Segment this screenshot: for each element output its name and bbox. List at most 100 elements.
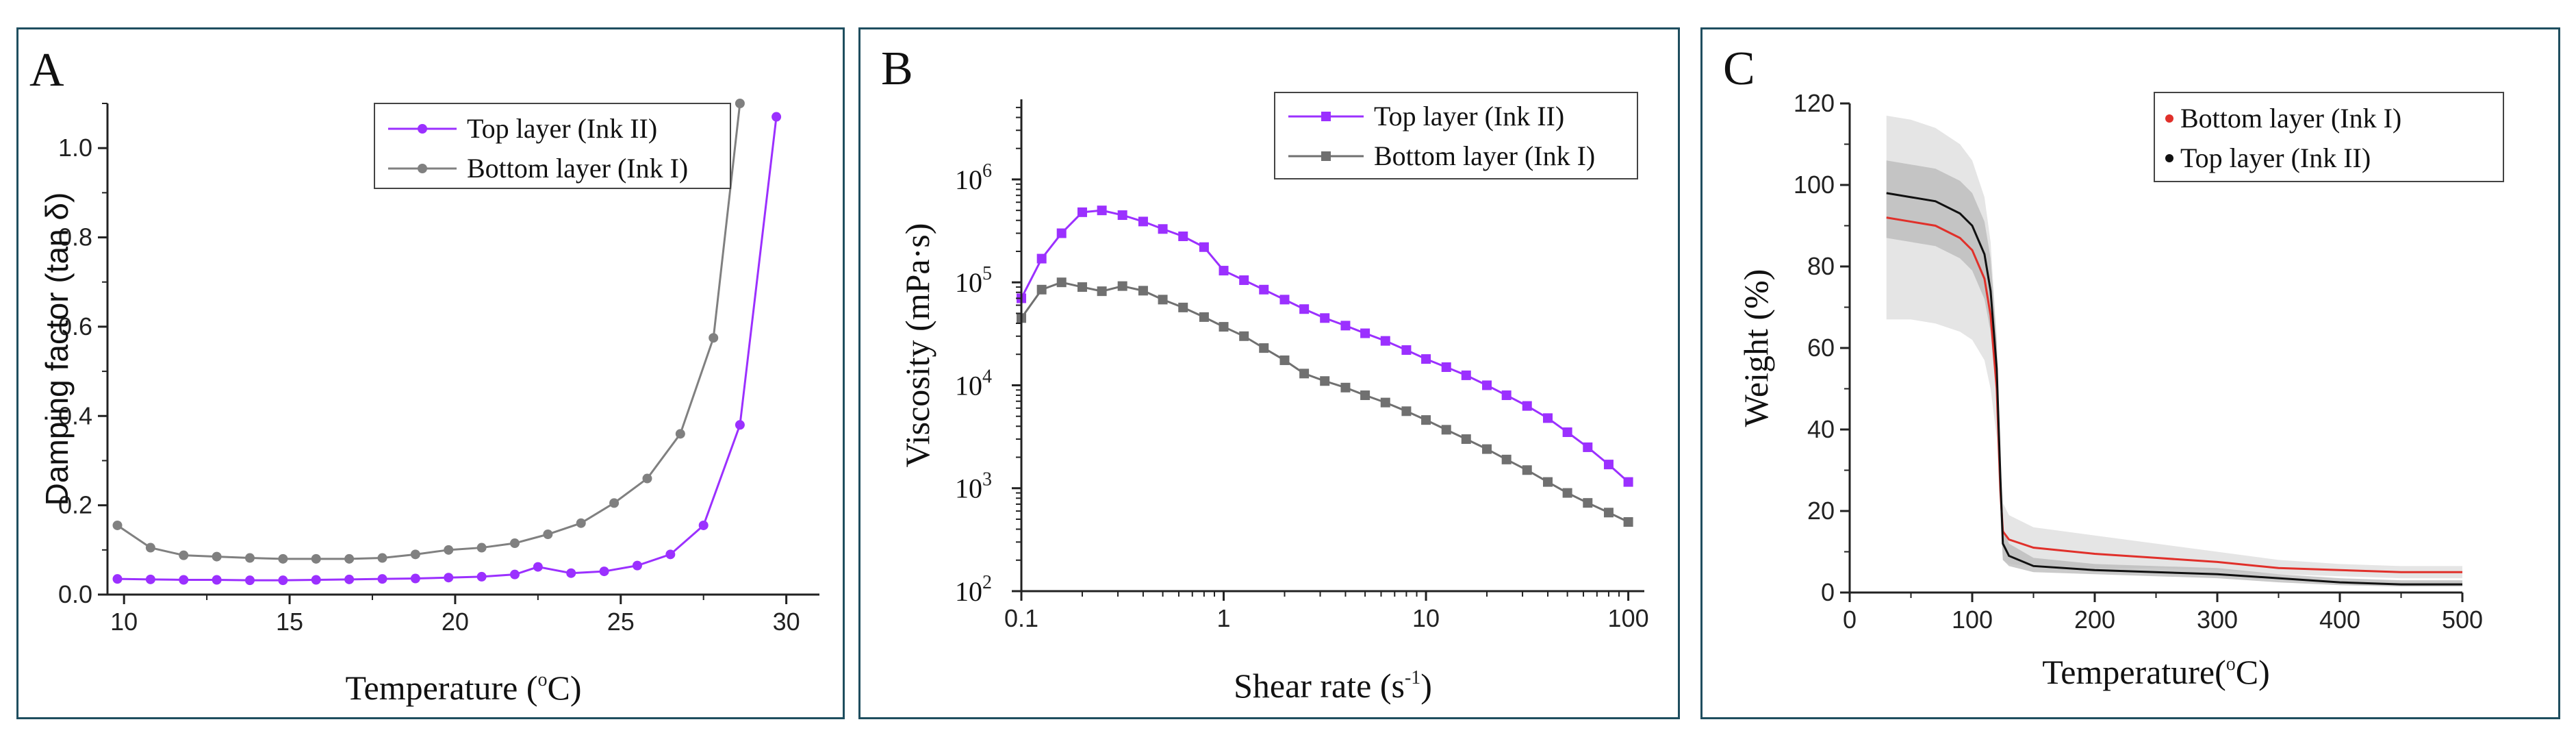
data-point xyxy=(1522,465,1532,475)
data-point xyxy=(1603,460,1614,470)
data-point xyxy=(599,566,609,577)
data-point xyxy=(1117,281,1127,291)
data-point xyxy=(1562,488,1572,498)
data-point xyxy=(735,420,745,430)
data-point xyxy=(1299,304,1310,314)
data-point xyxy=(1583,498,1593,508)
panel-a: A 10 15 20 25 30 0.0 0.2 0.4 0.6 0.8 1.0 Temperature… xyxy=(16,27,845,719)
data-point xyxy=(543,530,553,540)
data-point xyxy=(1482,380,1492,390)
data-point xyxy=(1219,322,1229,332)
y-tick-label: 60 xyxy=(1807,334,1835,362)
data-point xyxy=(179,550,189,560)
y-tick-label: 105 xyxy=(955,263,992,298)
y-axis-title: Viscosity (mPa·s) xyxy=(898,223,936,468)
x-tick-label: 0.1 xyxy=(1004,604,1038,632)
data-point xyxy=(1320,313,1330,323)
data-point xyxy=(1522,401,1532,411)
x-tick-label: 15 xyxy=(276,608,303,636)
data-point xyxy=(735,99,745,108)
panel-b: B 0.1 1 10 100 102 103 104 105 106 Shear rate (s-1… xyxy=(858,27,1680,719)
x-tick-label: 0 xyxy=(1843,606,1857,634)
data-point xyxy=(1340,321,1351,331)
legend-label: Bottom layer (Ink I) xyxy=(1374,140,1595,171)
y-tick-label: 104 xyxy=(955,366,992,401)
data-point xyxy=(1421,415,1431,425)
y-axis-title: Damping factor (tan δ) xyxy=(39,192,75,506)
data-point xyxy=(1501,390,1512,401)
y-tick-label: 106 xyxy=(955,160,992,195)
data-point xyxy=(609,498,620,508)
y-tick-label: 102 xyxy=(955,572,992,607)
data-point xyxy=(476,571,487,582)
data-point xyxy=(1299,369,1310,379)
y-tick-label: 0.6 xyxy=(58,312,92,340)
data-point xyxy=(1117,210,1127,221)
x-tick-label: 400 xyxy=(2319,606,2360,634)
x-tick-label: 10 xyxy=(1412,604,1440,632)
data-point xyxy=(1036,253,1047,264)
data-point xyxy=(1279,355,1290,365)
legend: Bottom layer (Ink I) Top layer (Ink II) xyxy=(2154,92,2504,182)
y-tick-label: 1.0 xyxy=(58,134,92,162)
data-point xyxy=(1199,312,1209,322)
data-point xyxy=(1501,454,1512,464)
x-tick-label: 500 xyxy=(2442,606,2483,634)
data-point xyxy=(1199,242,1209,252)
legend-marker xyxy=(2165,114,2173,123)
data-point xyxy=(1461,370,1471,380)
data-point xyxy=(665,549,676,560)
data-point xyxy=(410,573,420,584)
data-point xyxy=(444,573,454,583)
x-tick-label: 30 xyxy=(773,608,800,636)
y-tick-label: 80 xyxy=(1807,252,1835,280)
panel-letter-b: B xyxy=(881,42,913,95)
data-point xyxy=(1542,413,1553,423)
data-point xyxy=(1036,284,1047,295)
legend-box xyxy=(374,103,731,189)
data-point xyxy=(145,574,155,584)
data-point xyxy=(1158,224,1168,234)
data-point xyxy=(410,549,420,560)
data-point xyxy=(278,553,288,564)
data-point xyxy=(1259,284,1269,295)
data-point xyxy=(1401,406,1412,416)
y-axis-title: Weight (%) xyxy=(1737,269,1775,427)
data-point xyxy=(1056,228,1067,238)
legend-box xyxy=(1274,92,1638,179)
legend-label: Top layer (Ink II) xyxy=(1374,101,1564,132)
data-point xyxy=(1562,427,1572,437)
y-tick-label: 0.8 xyxy=(58,223,92,251)
data-point xyxy=(444,545,454,555)
x-axis-title: Temperature(oC) xyxy=(2042,653,2270,691)
data-point xyxy=(698,520,709,530)
data-point xyxy=(1340,382,1351,393)
legend: Top layer (Ink II) Bottom layer (Ink I) xyxy=(1274,92,1638,179)
data-point xyxy=(1178,232,1188,242)
data-point xyxy=(509,538,520,549)
data-point xyxy=(1077,207,1087,217)
x-tick-label: 200 xyxy=(2074,606,2115,634)
x-tick-label: 20 xyxy=(442,608,469,636)
data-point xyxy=(179,575,189,585)
data-point xyxy=(344,574,355,584)
data-point xyxy=(1380,336,1390,346)
legend-label: Bottom layer (Ink I) xyxy=(2180,103,2401,134)
data-point xyxy=(1219,266,1229,276)
error-band-bottom-layer xyxy=(1886,115,2462,579)
data-point xyxy=(1056,277,1067,288)
data-point xyxy=(509,569,520,580)
data-point xyxy=(1401,345,1412,356)
data-point xyxy=(1239,331,1249,341)
legend-marker xyxy=(2165,154,2173,162)
legend-marker xyxy=(418,164,427,173)
data-point xyxy=(112,574,123,584)
data-point xyxy=(771,112,782,122)
y-tick-label: 0 xyxy=(1821,578,1835,606)
data-point xyxy=(245,553,255,563)
y-tick-label: 0.0 xyxy=(58,580,92,608)
data-point xyxy=(344,553,355,564)
data-point xyxy=(1623,517,1633,527)
panel-letter-c: C xyxy=(1723,42,1755,95)
y-tick-label: 0.4 xyxy=(58,401,92,429)
